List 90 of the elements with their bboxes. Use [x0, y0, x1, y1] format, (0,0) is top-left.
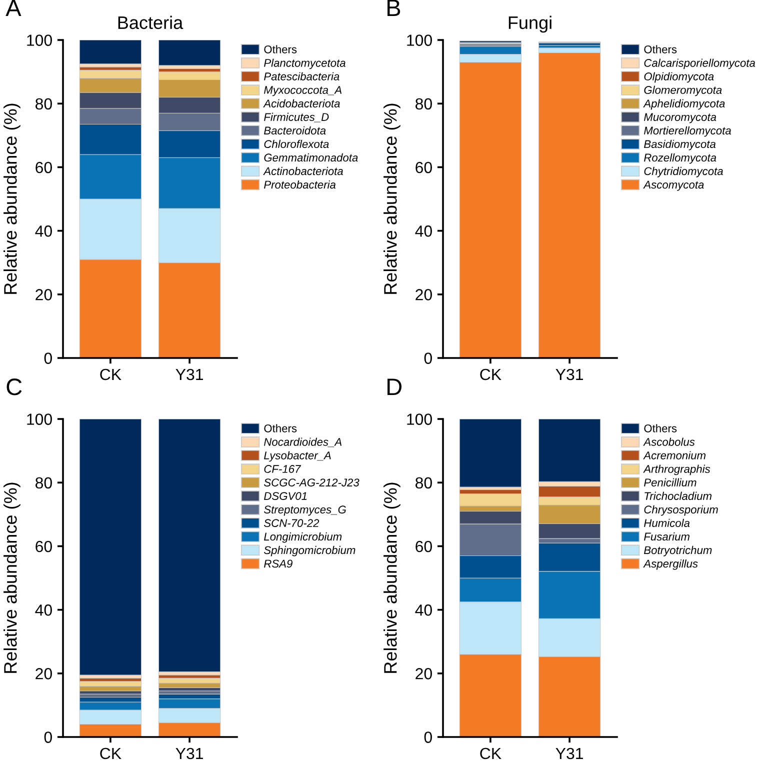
y-tick-label: 20 [36, 289, 52, 300]
bar [79, 40, 142, 64]
bar [459, 419, 522, 488]
y-tick-label: 60 [36, 540, 52, 552]
y-tick-label: 80 [36, 98, 52, 110]
text: A [6, 0, 22, 16]
legend-label: SCGC-AG-212-J23 [264, 478, 360, 486]
y-tick-label: 100 [27, 414, 52, 425]
legend-label: CF-167 [264, 465, 302, 473]
x-tick-label: CK [100, 748, 122, 760]
y-tick-label: 40 [35, 225, 52, 237]
y-axis-title: Relative abundance (%) [384, 104, 400, 294]
y-tick-label: 60 [416, 540, 432, 552]
legend-label: Rozellomycota [644, 153, 716, 164]
x-tick-label: CK [480, 748, 502, 760]
legend-label: Ascomycota [643, 180, 704, 191]
legend-label: Trichocladium [644, 492, 712, 500]
y-tick-label: 40 [415, 604, 432, 616]
y-tick-label: 80 [416, 477, 432, 489]
y-tick-label: 20 [416, 668, 432, 680]
y-tick-label: 100 [407, 34, 432, 46]
y-tick-label: 0 [424, 352, 432, 364]
legend-label: Gemmatimonadota [264, 153, 358, 162]
y-tick-label: 80 [416, 98, 432, 110]
legend-label: Mortierellomycota [644, 126, 731, 137]
text: B [388, 0, 400, 16]
text: D [388, 378, 402, 396]
y-tick-label: 80 [36, 477, 52, 489]
legend-label: Chytridiomycota [644, 166, 723, 178]
x-tick-label: Y31 [176, 748, 203, 760]
legend-label: Others [644, 424, 677, 432]
legend-label: Proteobacteria [264, 180, 336, 189]
legend-label: Firmicutes_D [264, 112, 329, 122]
legend-label: Chrysosporium [644, 505, 718, 516]
legend-label: Fusarium [644, 532, 690, 541]
y-tick-label: 20 [36, 668, 52, 680]
legend-label: DSGV01 [264, 492, 307, 500]
legend-label: Botryotrichum [644, 546, 712, 556]
y-tick-label: 60 [36, 162, 52, 174]
text: C [6, 378, 22, 396]
y-tick-label: 40 [415, 225, 432, 237]
legend-label: RSA9 [264, 560, 292, 568]
y-tick-label: 0 [424, 732, 432, 743]
legend-label: Chloroflexota [264, 140, 329, 148]
legend-label: Mucoromycota [644, 113, 716, 124]
y-tick-label: 100 [407, 414, 432, 425]
y-tick-label: 20 [416, 289, 432, 300]
y-tick-label: 40 [35, 604, 52, 616]
legend-label: Penicillium [644, 478, 696, 486]
legend-label: Ascobolus [643, 438, 695, 446]
legend-label: Actinobacteriota [263, 166, 343, 176]
legend-label: Glomeromycota [644, 86, 722, 96]
chart-title: Fungi [508, 16, 552, 33]
legend-label: Aspergillus [643, 559, 698, 570]
y-tick-label: 0 [44, 352, 52, 364]
legend-label: Myxococcota_A [264, 86, 342, 96]
legend-label: Longimicrobium [264, 532, 342, 543]
legend-label: Humicola [644, 518, 690, 528]
legend-label: Acidobacteriota [263, 99, 340, 108]
y-axis-title: Relative abundance (%) [4, 104, 20, 294]
bar [158, 40, 221, 66]
x-tick-label: CK [480, 368, 502, 380]
legend-label: Others [264, 424, 297, 432]
y-tick-label: 0 [44, 732, 52, 743]
legend-label: SCN-70-22 [264, 519, 320, 528]
legend-label: Sphingomicrobium [264, 546, 356, 556]
legend-label: Streptomyces_G [264, 506, 346, 516]
chart-title: Bacteria [118, 16, 184, 30]
legend-label: Patescibacteria [264, 72, 340, 80]
legend-label: Lysobacter_A [264, 451, 331, 462]
legend-label: Others [644, 45, 677, 54]
legend-label: Bacteroidota [264, 126, 326, 135]
legend-label: Acremonium [643, 451, 706, 460]
x-tick-label: Y31 [176, 368, 203, 380]
y-axis-title: Relative abundance (%) [384, 482, 400, 673]
legend-label: Calcarisporiellomycota [644, 58, 756, 70]
y-axis-title: Relative abundance (%) [4, 482, 20, 673]
y-tick-label: 60 [416, 162, 432, 174]
x-tick-label: Y31 [556, 748, 583, 760]
legend-label: Aphelidiomycota [643, 99, 725, 110]
legend-label: Others [264, 45, 297, 54]
legend-label: Planctomycetota [264, 58, 346, 70]
y-tick-label: 100 [27, 34, 52, 46]
x-tick-label: Y31 [556, 368, 583, 380]
bar [79, 690, 142, 694]
x-tick-label: CK [100, 368, 122, 380]
legend-label: Nocardioides_A [264, 438, 342, 448]
legend-label: Arthrographis [643, 464, 710, 476]
legend-label: Olpidiomycota [644, 72, 714, 83]
legend-label: Basidiomycota [644, 140, 716, 150]
